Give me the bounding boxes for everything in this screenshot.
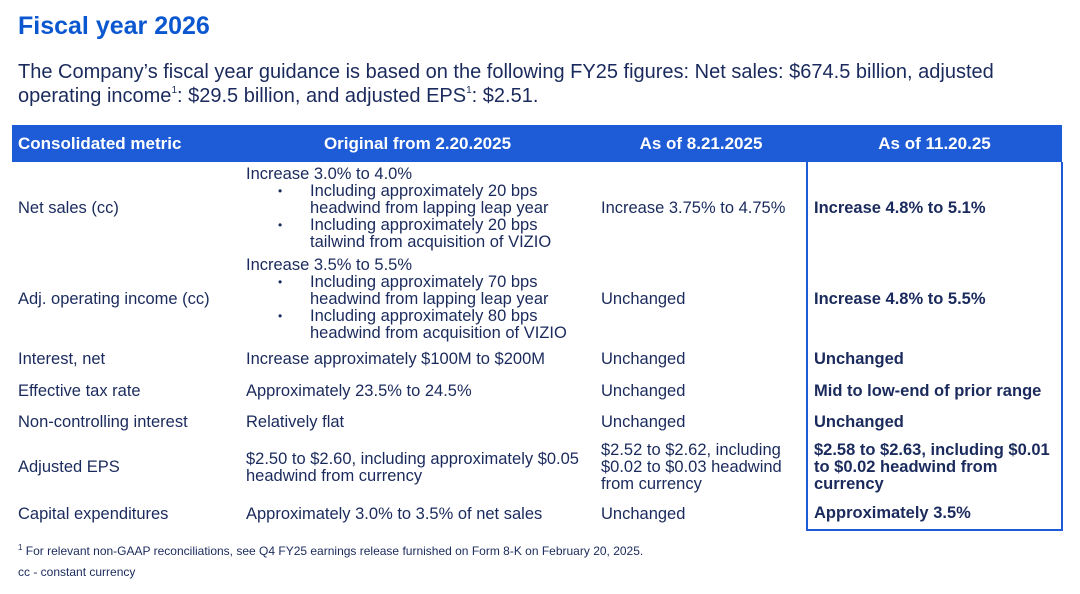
bullet-list: Including approximately 20 bps headwind … xyxy=(246,183,589,251)
bullet-item: Including approximately 80 bps headwind … xyxy=(278,307,589,342)
footnote: 1 For relevant non-GAAP reconciliations,… xyxy=(18,543,644,559)
table-row: Net sales (cc)Increase 3.0% to 4.0%Inclu… xyxy=(12,162,1063,255)
bullet-item: Including approximately 20 bps tailwind … xyxy=(278,217,589,251)
metric-cell: Effective tax rate xyxy=(18,382,141,400)
subtitle-text: : $29.5 billion, and adjusted EPS xyxy=(177,85,467,107)
nov-cell: Approximately 3.5% xyxy=(806,498,1063,531)
aug-cell: Unchanged xyxy=(601,289,686,308)
original-cell: $2.50 to $2.60, including approximately … xyxy=(246,449,579,485)
metric-cell: Adj. operating income (cc) xyxy=(18,289,210,308)
cell-lead: Increase 3.5% to 5.5% xyxy=(246,255,413,274)
table-row: Effective tax rate Approximately 23.5% to… xyxy=(12,376,1063,407)
column-header: As of 8.21.2025 xyxy=(595,125,807,162)
footnote-marker: 1 xyxy=(466,85,472,96)
subtitle: The Company’s fiscal year guidance is ba… xyxy=(18,60,1068,108)
aug-cell: Unchanged xyxy=(601,504,686,523)
nov-cell: Mid to low-end of prior range xyxy=(806,376,1063,407)
aug-cell: Unchanged xyxy=(601,350,686,368)
metric-cell: Interest, net xyxy=(18,350,106,368)
footnote: cc - constant currency xyxy=(18,565,136,579)
bullet-list: Including approximately 70 bps headwind … xyxy=(246,273,589,342)
subtitle-text: : $2.51. xyxy=(471,85,539,107)
nov-cell: Increase 4.8% to 5.5% xyxy=(806,255,1063,343)
footnote-marker: 1 xyxy=(171,85,177,96)
nov-cell: Increase 4.8% to 5.1% xyxy=(806,162,1063,255)
aug-cell: Increase 3.75% to 4.75% xyxy=(601,199,786,217)
aug-cell: Unchanged xyxy=(601,412,686,431)
nov-cell: Unchanged xyxy=(806,407,1063,437)
original-cell: Increase 3.0% to 4.0%Including approxima… xyxy=(240,162,595,255)
original-cell: Approximately 3.0% to 3.5% of net sales xyxy=(246,504,543,523)
original-cell: Increase 3.5% to 5.5%Including approxima… xyxy=(240,255,595,343)
bullet-item: Including approximately 70 bps headwind … xyxy=(278,273,589,308)
cell-lead: Increase 3.0% to 4.0% xyxy=(246,165,413,183)
table-row: Adj. operating income (cc) Increase 3.5% … xyxy=(12,255,1063,343)
title: Fiscal year 2026 xyxy=(18,12,210,40)
table-row: Non-controlling interest Relatively flat U… xyxy=(12,407,1063,437)
metric-cell: Net sales (cc) xyxy=(18,199,119,217)
original-cell: Relatively flat xyxy=(246,412,345,431)
table-row: Capital expenditures Approximately 3.0% t… xyxy=(12,498,1063,531)
column-header: As of 11.20.25 xyxy=(807,125,1062,162)
table-row: Adjusted EPS $2.50 to $2.60, including ap… xyxy=(12,437,1063,498)
aug-cell: Unchanged xyxy=(601,382,686,400)
nov-cell: $2.58 to $2.63, including $0.01 to $0.02… xyxy=(806,437,1063,498)
column-header: Consolidated metric xyxy=(12,125,240,162)
bullet-item: Including approximately 20 bps headwind … xyxy=(278,183,589,217)
guidance-table: Consolidated metric Original from 2.20.20… xyxy=(12,125,1063,531)
original-cell: Approximately 23.5% to 24.5% xyxy=(246,382,472,400)
metric-cell: Adjusted EPS xyxy=(18,458,120,476)
header-row: Consolidated metric Original from 2.20.20… xyxy=(12,125,1062,162)
subtitle-text: The Company’s fiscal year guidance is ba… xyxy=(18,61,994,107)
table-row: Interest, net Increase approximately $100… xyxy=(12,343,1063,376)
aug-cell: $2.52 to $2.62, including $0.02 to $0.03… xyxy=(601,441,782,493)
footnote-text: For relevant non-GAAP reconciliations, s… xyxy=(25,544,644,558)
metric-cell: Non-controlling interest xyxy=(18,412,188,431)
metric-cell: Capital expenditures xyxy=(18,504,169,523)
original-cell: Increase approximately $100M to $200M xyxy=(246,350,545,368)
column-header: Original from 2.20.2025 xyxy=(240,125,595,162)
footnote-marker: 1 xyxy=(18,543,23,552)
nov-cell: Unchanged xyxy=(806,343,1063,376)
